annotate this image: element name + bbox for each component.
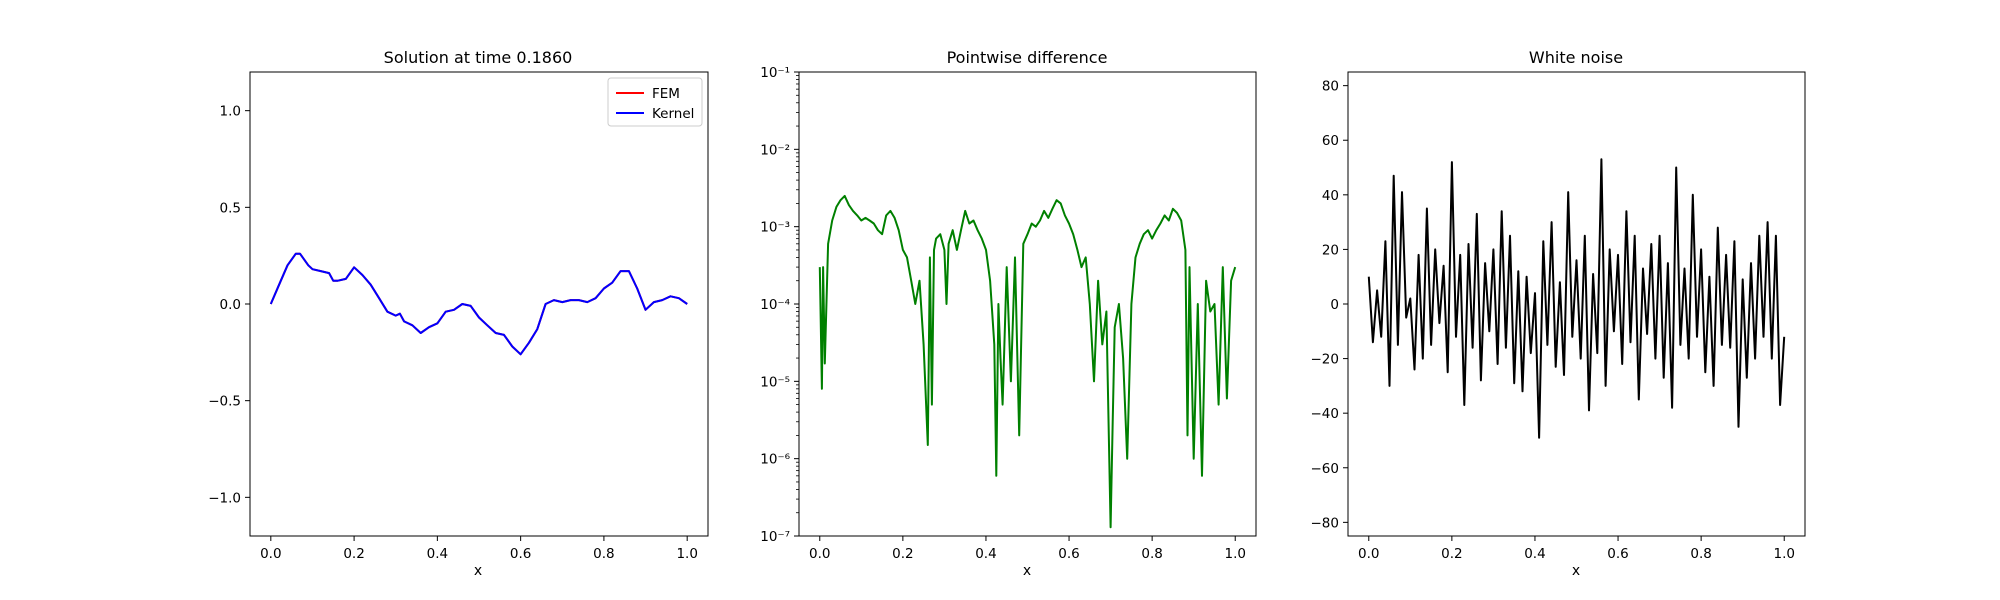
panel-difference-ytick-label: 10⁻⁶ (760, 452, 790, 468)
panel-difference-axes-frame (798, 71, 1257, 537)
panel-difference: Pointwise difference 0.0 0.2 0.4 0.6 0.8 1.0 1… (760, 48, 1257, 579)
panel-white-noise-ytick-label: −60 (1311, 461, 1340, 477)
panel-white-noise-series-line0 (1367, 158, 1786, 439)
panel-white-noise-ytick-label: −40 (1311, 406, 1340, 422)
panel-solution-xtick-label: 0.4 (427, 546, 448, 562)
panel-solution-ytick-label: −0.5 (208, 394, 241, 410)
panel-solution-ytick-label: 0.0 (220, 297, 241, 313)
panel-white-noise-xtick-label: 0.6 (1607, 546, 1628, 562)
panel-solution-legend-label-fem: FEM (652, 86, 680, 102)
panel-solution-xtick-label: 0.8 (593, 546, 614, 562)
panel-solution-legend: FEM Kernel (607, 77, 703, 127)
panel-white-noise-plot-area: 0.0 0.2 0.4 0.6 0.8 1.0 −80 −60 −40 −20 0 20 40 60 80 (1311, 71, 1806, 562)
panel-white-noise: White noise 0.0 0.2 0.4 0.6 0.8 1.0 −80 −60 −40 −… (1311, 48, 1806, 579)
panel-difference-title: Pointwise difference (947, 48, 1108, 67)
panel-white-noise-xtick-label: 0.4 (1524, 546, 1545, 562)
panel-difference-plot-area: 0.0 0.2 0.4 0.6 0.8 1.0 10⁻⁷ 10⁻⁶ 10⁻⁵ 10⁻⁴ 10⁻³ 10… (760, 65, 1257, 562)
panel-difference-xtick-label: 0.6 (1058, 546, 1079, 562)
panel-solution-series-fem (269, 252, 688, 356)
panel-white-noise-ytick-label: −20 (1311, 352, 1340, 368)
panel-white-noise-xtick-label: 1.0 (1773, 546, 1794, 562)
panel-white-noise-ytick-label: −80 (1311, 515, 1340, 531)
panel-solution-xtick-label: 0.2 (343, 546, 364, 562)
panel-solution-ytick-label: 0.5 (220, 200, 241, 216)
panel-solution-ytick-label: 1.0 (220, 104, 241, 120)
panel-difference-xlabel: x (1023, 563, 1031, 579)
panel-solution-axes-frame (249, 71, 709, 537)
panel-difference-xtick-label: 0.0 (809, 546, 830, 562)
panel-solution-ytick-label: −1.0 (208, 490, 241, 506)
panel-white-noise-ytick-label: 80 (1322, 79, 1339, 95)
panel-white-noise-ytick-label: 20 (1322, 242, 1339, 258)
panel-difference-ytick-label: 10⁻² (760, 142, 790, 158)
panel-white-noise-xtick-label: 0.8 (1690, 546, 1711, 562)
panel-white-noise-ytick-label: 40 (1322, 188, 1339, 204)
panel-difference-xtick-label: 0.8 (1141, 546, 1162, 562)
panel-difference-ytick-label: 10⁻⁴ (760, 297, 790, 313)
panel-white-noise-xtick-label: 0.2 (1441, 546, 1462, 562)
panel-solution-legend-label-kernel: Kernel (652, 106, 694, 122)
panel-solution-xtick-label: 0.0 (260, 546, 281, 562)
panel-white-noise-ytick-label: 60 (1322, 133, 1339, 149)
panel-solution-series-kernel (269, 252, 688, 356)
panel-difference-ytick-label: 10⁻³ (760, 220, 790, 236)
panel-difference-ytick-label: 10⁻¹ (760, 65, 790, 81)
panel-difference-xtick-label: 0.2 (892, 546, 913, 562)
panel-white-noise-title: White noise (1529, 48, 1623, 67)
panel-white-noise-xlabel: x (1572, 563, 1580, 579)
panel-difference-ytick-label: 10⁻⁵ (760, 374, 790, 390)
panel-difference-series-line0 (818, 194, 1237, 529)
panel-solution-xtick-label: 0.6 (510, 546, 531, 562)
panel-difference-xtick-label: 0.4 (975, 546, 996, 562)
panel-solution-plot-area: 0.0 0.2 0.4 0.6 0.8 1.0 −1.0 −0.5 0.0 0.5 1.0 FEM Ke… (208, 71, 709, 562)
panel-difference-ytick-label: 10⁻⁷ (760, 529, 790, 545)
panel-solution: Solution at time 0.1860 0.0 0.2 0.4 0.6 0.8 1… (208, 48, 709, 579)
panel-solution-title: Solution at time 0.1860 (384, 48, 573, 67)
panel-white-noise-ytick-label: 0 (1330, 297, 1339, 313)
panel-solution-xtick-label: 1.0 (676, 546, 697, 562)
panel-solution-xlabel: x (474, 563, 482, 579)
panel-difference-xtick-label: 1.0 (1224, 546, 1245, 562)
panel-white-noise-xtick-label: 0.0 (1358, 546, 1379, 562)
